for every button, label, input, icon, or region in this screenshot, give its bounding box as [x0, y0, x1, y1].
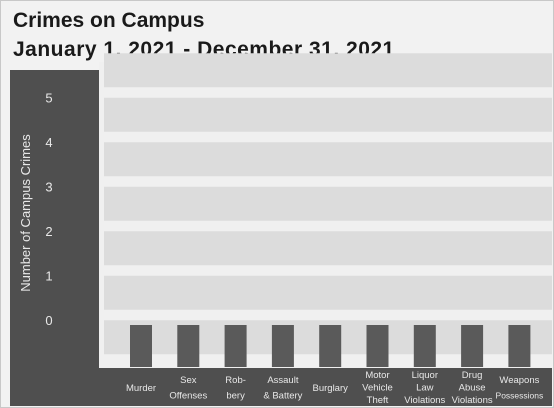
y-tick-label: 3 [45, 180, 52, 195]
y-axis-label: Number of Campus Crimes [18, 134, 33, 292]
x-tick-label: Murder [126, 383, 156, 394]
x-tick-label: Assault & Battery [263, 375, 302, 402]
grid-band [104, 275, 552, 310]
y-axis-panel [10, 70, 99, 368]
x-tick-label: Burglary [313, 383, 349, 394]
y-tick-label: 0 [45, 313, 52, 328]
bars-group [130, 325, 531, 367]
x-axis-panel [10, 368, 552, 406]
grid-band [104, 97, 552, 132]
y-tick-labels: 0 1 2 3 4 5 [45, 91, 52, 329]
grid-band [104, 53, 552, 88]
chart-title: Crimes on Campus [13, 9, 205, 32]
y-tick-label: 2 [45, 224, 52, 239]
x-tick-labels: Murder Sex Offenses Rob-bery Assault & Batter… [126, 370, 543, 406]
bar [508, 325, 531, 367]
y-tick-label: 4 [45, 135, 52, 150]
bar [319, 325, 342, 367]
bar [177, 325, 200, 367]
x-tick-label: Liquor Law Violations [404, 370, 445, 406]
x-tick-label: Drug Abuse Violations [452, 370, 493, 406]
grid-band [104, 142, 552, 177]
bar [461, 325, 484, 367]
bar [130, 325, 152, 367]
y-tick-label: 5 [45, 91, 52, 106]
bar [271, 325, 294, 367]
bar [413, 325, 436, 367]
bar [224, 325, 247, 367]
bar [366, 325, 389, 367]
y-tick-label: 1 [45, 269, 52, 284]
grid-bands [104, 53, 552, 355]
x-tick-label: Weapons Possessions [496, 375, 544, 401]
x-tick-label: Rob-bery [225, 375, 246, 402]
grid-band [104, 231, 552, 266]
grid-band [104, 186, 552, 221]
x-tick-label: Sex Offenses [169, 375, 207, 402]
x-tick-label: Motor Vehicle Theft [362, 370, 393, 406]
